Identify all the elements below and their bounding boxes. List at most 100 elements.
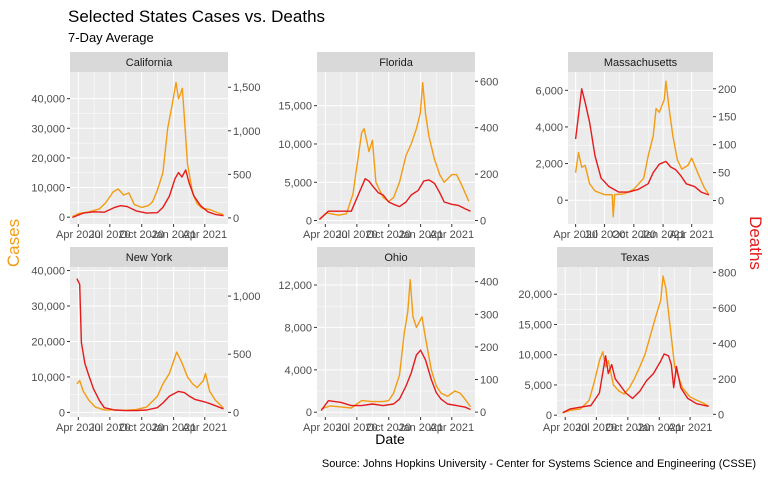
y-left-tick-label: 6,000 <box>535 85 563 97</box>
y-right-tick-label: 1,000 <box>233 291 261 303</box>
y-right-tick-label: 500 <box>233 169 251 181</box>
y-right-tick-label: 200 <box>480 169 498 181</box>
x-tick-label: Apr 2021 <box>429 229 474 241</box>
facet-strip <box>568 52 713 72</box>
panel-new-york: New York 0 10,000 20,000 30,000 40,000 0 500 1,0… <box>31 247 261 434</box>
x-tick-label: Apr 2020 <box>56 422 101 434</box>
y-left-tick-label: 15,000 <box>518 319 552 331</box>
y-left-tick-label: 4,000 <box>284 365 312 377</box>
x-tick-label: Apr 2020 <box>303 422 348 434</box>
facet-strip <box>317 52 475 72</box>
y-left-tick-label: 20,000 <box>31 336 65 348</box>
facet-strip-label: Ohio <box>384 252 407 264</box>
facet-strip <box>70 52 228 72</box>
y-right-tick-label: 150 <box>718 112 736 124</box>
y-left-tick-label: 10,000 <box>31 372 65 384</box>
y-left-tick-label: 10,000 <box>31 183 65 195</box>
x-tick-label: Apr 2021 <box>668 422 713 434</box>
x-tick-label: Jan 2021 <box>398 229 443 241</box>
y-axis-label-left: Cases <box>4 219 23 267</box>
x-tick-label: Apr 2021 <box>182 422 227 434</box>
chart-title: Selected States Cases vs. Deaths <box>68 7 325 26</box>
y-right-tick-label: 1,000 <box>233 126 261 138</box>
series-line-deaths <box>562 353 709 414</box>
y-right-tick-label: 100 <box>718 140 736 152</box>
x-tick-label: Oct 2020 <box>612 229 657 241</box>
panel-california: California 0 10,000 20,000 30,000 40,000 0 500 1… <box>31 52 261 241</box>
y-right-tick-label: 800 <box>718 267 736 279</box>
panel-florida: Florida 0 5,000 10,000 15,000 0 200 400 600 Apr 2… <box>278 52 498 241</box>
y-left-tick-label: 12,000 <box>278 280 312 292</box>
x-tick-label: Jan 2021 <box>637 422 682 434</box>
y-left-tick-label: 15,000 <box>278 101 312 113</box>
series-line-cases <box>574 80 710 218</box>
x-tick-label: Apr 2020 <box>543 422 588 434</box>
y-right-tick-label: 400 <box>480 277 498 289</box>
x-tick-label: Jan 2021 <box>398 422 443 434</box>
chart-subtitle: 7-Day Average <box>68 30 154 45</box>
x-tick-label: Oct 2020 <box>366 229 411 241</box>
panels: California010,00020,00030,00040,00005001… <box>31 52 736 434</box>
y-right-tick-label: 200 <box>718 84 736 96</box>
y-right-tick-label: 400 <box>718 338 736 350</box>
y-left-tick-label: 0 <box>546 410 552 422</box>
y-right-tick-label: 200 <box>480 342 498 354</box>
y-left-tick-label: 0 <box>59 407 65 419</box>
facet-strip <box>557 247 713 267</box>
x-tick-label: Jul 2020 <box>89 422 131 434</box>
panel-massachusetts: Massachusetts 0 2,000 4,000 6,000 0 50 100 150 20… <box>535 52 736 241</box>
y-right-tick-label: 300 <box>480 309 498 321</box>
series-line-deaths <box>320 349 471 411</box>
y-right-tick-label: 500 <box>233 349 251 361</box>
y-left-tick-label: 20,000 <box>31 153 65 165</box>
x-tick-label: Apr 2021 <box>182 229 227 241</box>
y-right-tick-label: 50 <box>718 168 730 180</box>
y-right-tick-label: 100 <box>480 375 498 387</box>
facet-strip <box>317 247 475 267</box>
y-right-tick-label: 0 <box>233 213 239 225</box>
y-right-tick-label: 600 <box>718 303 736 315</box>
panel-background <box>317 267 475 417</box>
source-caption: Source: Johns Hopkins University - Cente… <box>322 458 756 470</box>
y-left-tick-label: 5,000 <box>284 177 312 189</box>
x-tick-label: Jan 2021 <box>640 229 685 241</box>
x-tick-label: Jul 2020 <box>89 229 131 241</box>
x-tick-label: Apr 2021 <box>669 229 714 241</box>
panel-background <box>568 72 713 224</box>
series-line-cases <box>320 279 472 410</box>
y-right-tick-label: 0 <box>233 407 239 419</box>
x-tick-label: Jul 2020 <box>576 422 618 434</box>
series-line-cases <box>76 351 224 411</box>
y-left-tick-label: 0 <box>557 195 563 207</box>
y-axis-label-right: Deaths <box>746 216 765 270</box>
x-tick-label: Jul 2020 <box>584 229 626 241</box>
y-left-tick-label: 10,000 <box>518 350 552 362</box>
y-left-tick-label: 8,000 <box>284 322 312 334</box>
panel-background <box>557 267 713 417</box>
x-tick-label: Oct 2020 <box>366 422 411 434</box>
facet-strip-label: New York <box>126 252 173 264</box>
facet-strip-label: Florida <box>379 57 414 69</box>
x-tick-label: Apr 2021 <box>429 422 474 434</box>
x-tick-label: Jan 2021 <box>151 229 196 241</box>
y-right-tick-label: 0 <box>480 216 486 228</box>
x-tick-label: Oct 2020 <box>119 422 164 434</box>
y-right-tick-label: 0 <box>480 407 486 419</box>
facet-strip-label: California <box>126 57 173 69</box>
y-right-tick-label: 1,500 <box>233 82 261 94</box>
x-tick-label: Jul 2020 <box>336 422 378 434</box>
x-tick-label: Apr 2020 <box>553 229 598 241</box>
panel-ohio: Ohio 0 4,000 8,000 12,000 0 100 200 300 400 Apr 20… <box>278 247 498 434</box>
y-left-tick-label: 30,000 <box>31 123 65 135</box>
series-line-deaths <box>318 178 471 220</box>
y-left-tick-label: 4,000 <box>535 122 563 134</box>
y-left-tick-label: 0 <box>306 216 312 228</box>
y-left-tick-label: 40,000 <box>31 94 65 106</box>
x-tick-label: Oct 2020 <box>119 229 164 241</box>
y-right-tick-label: 0 <box>718 196 724 208</box>
panel-texas: Texas 0 5,000 10,000 15,000 20,000 0 200 400 600 8… <box>518 247 736 434</box>
y-left-tick-label: 30,000 <box>31 301 65 313</box>
series-line-deaths <box>574 88 710 196</box>
